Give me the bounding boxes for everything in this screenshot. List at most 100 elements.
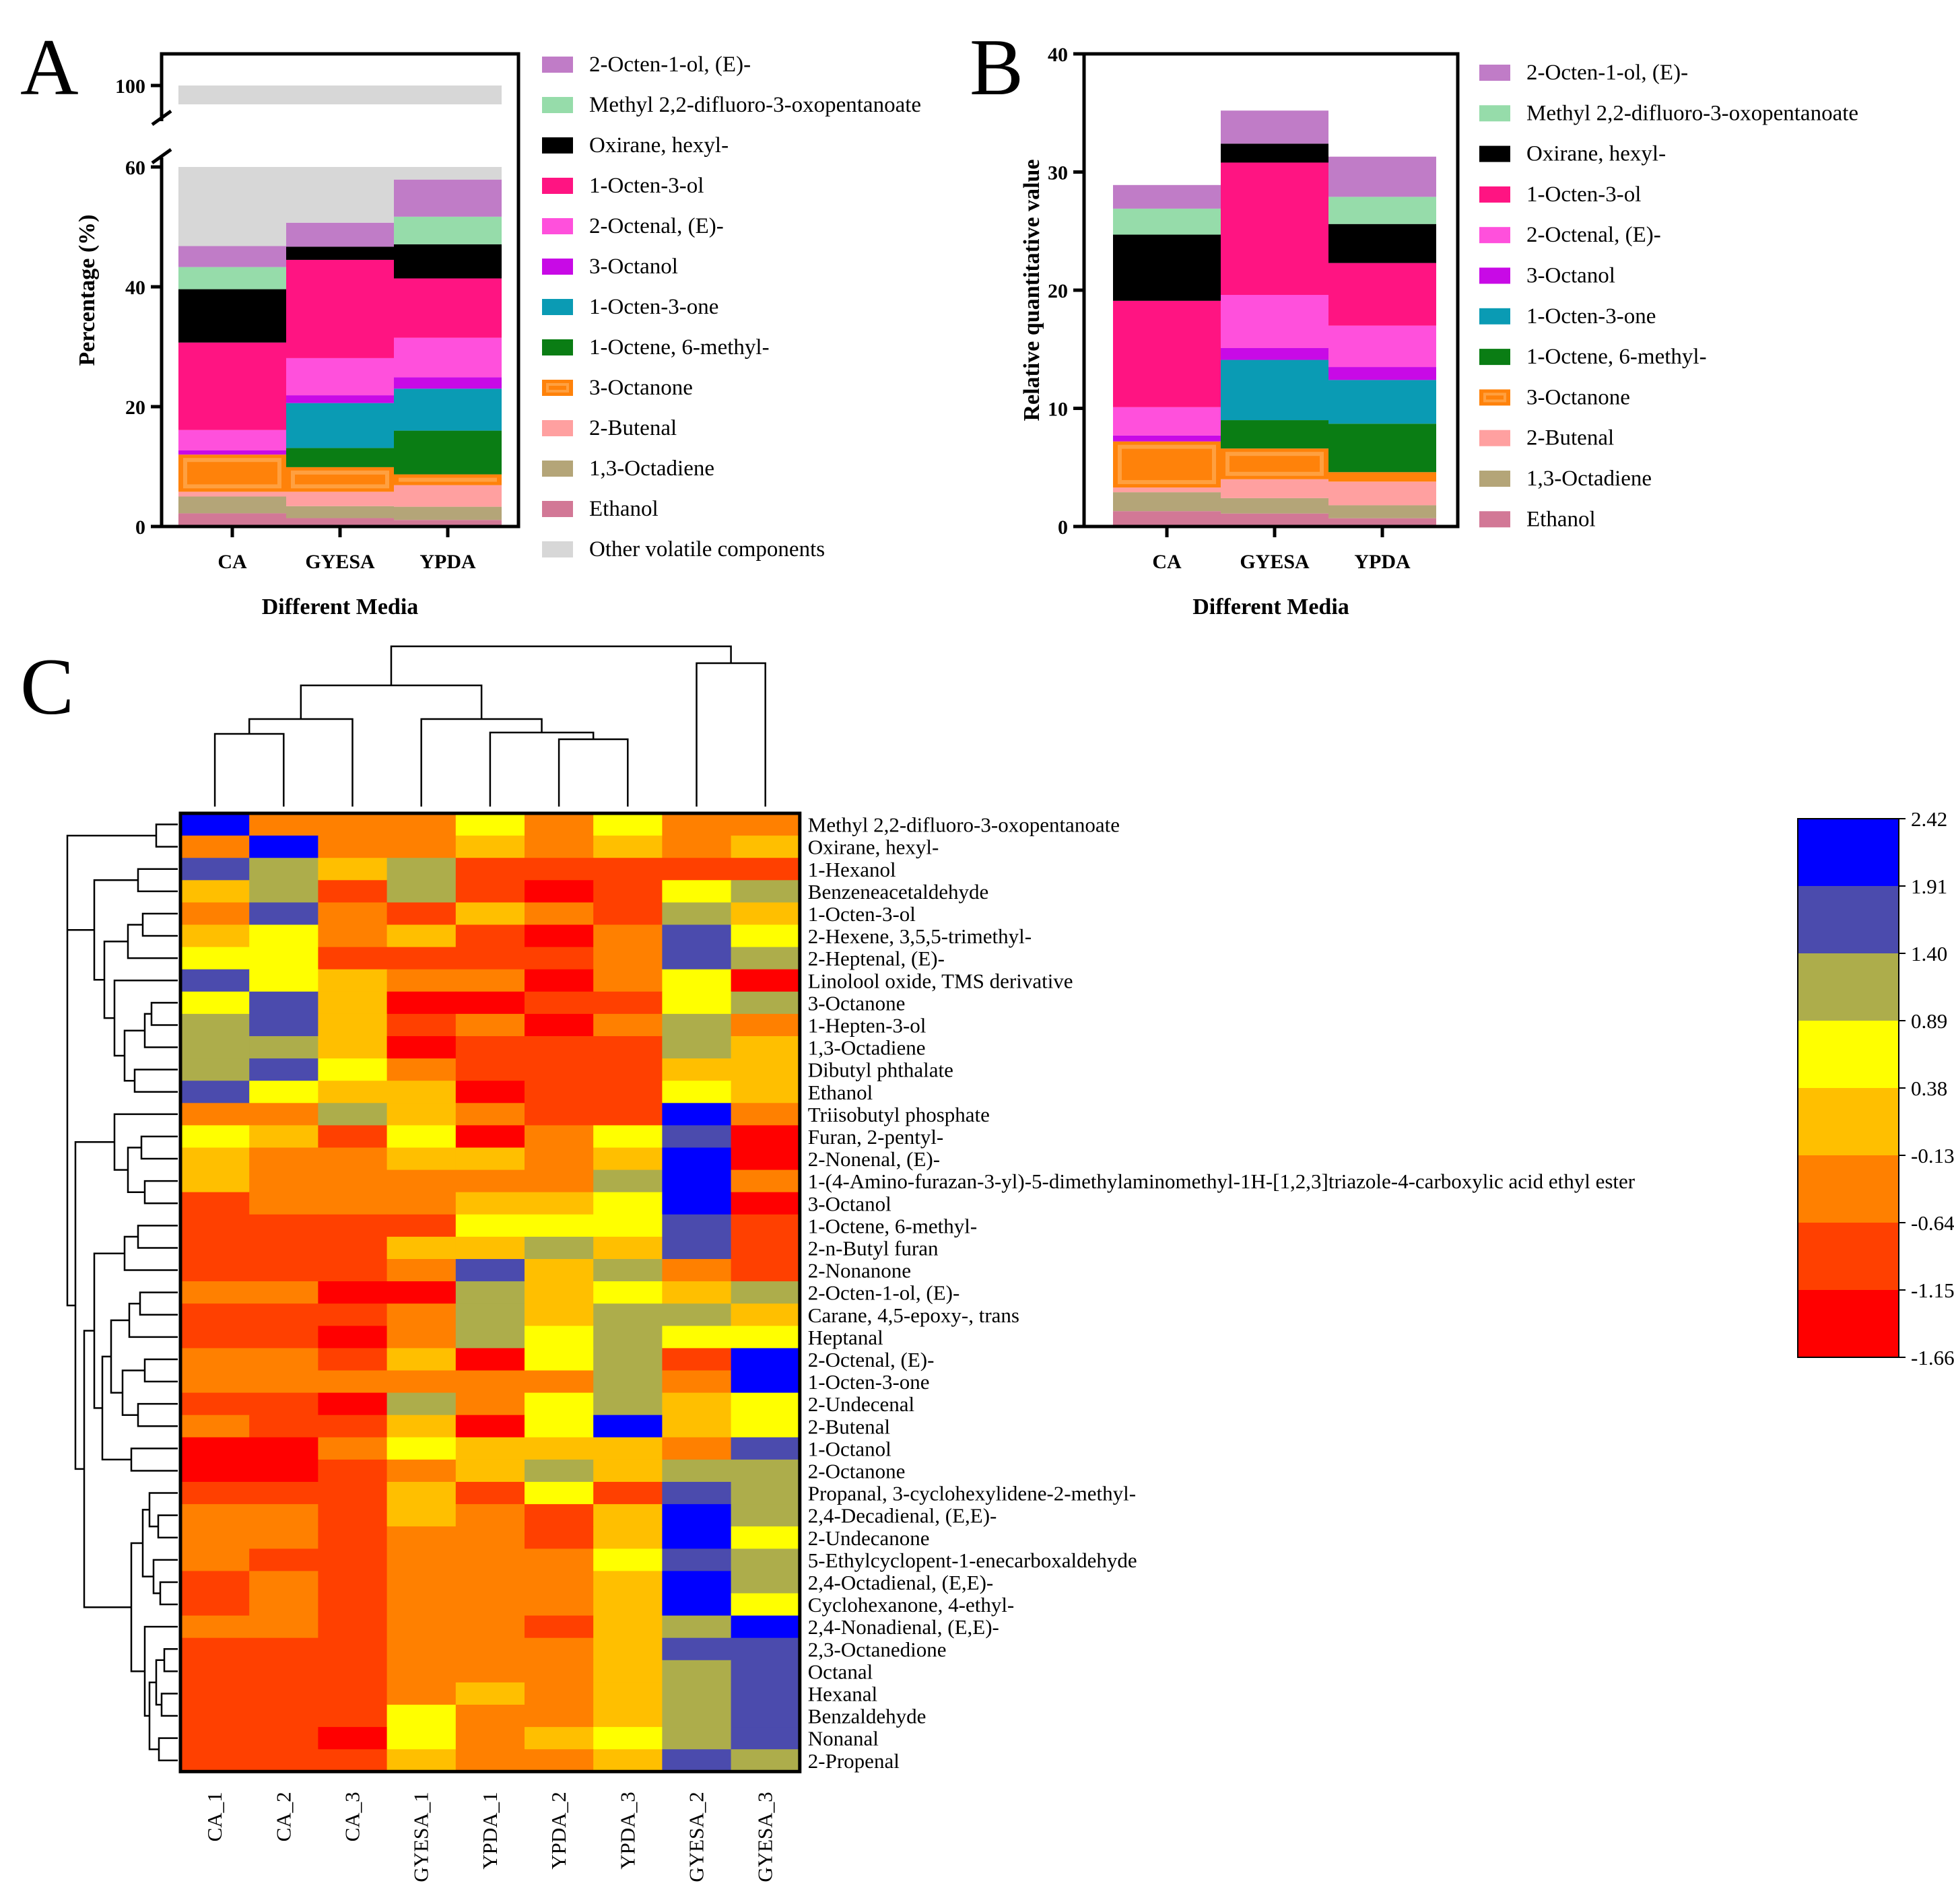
heatmap-cell (386, 1526, 457, 1549)
heatmap-cell (318, 1637, 388, 1661)
heatmap-cell (386, 1147, 457, 1171)
heatmap-cell (180, 1259, 250, 1282)
bar-segment (394, 377, 502, 389)
row-label: 5-Ethylcyclopent-1-enecarboxaldehyde (808, 1549, 1137, 1572)
heatmap-cell (662, 991, 732, 1015)
heatmap-cell (455, 947, 525, 970)
heatmap-cell (525, 1660, 594, 1683)
row-label: 2-Butenal (808, 1415, 890, 1438)
heatmap-cell (318, 1103, 388, 1126)
heatmap-cell (180, 1549, 250, 1571)
bar-segment-outline (291, 470, 389, 489)
bar-segment (1328, 518, 1436, 526)
heatmap-cell (593, 1103, 663, 1126)
heatmap-cell (455, 1169, 525, 1193)
heatmap-cell (318, 1593, 388, 1617)
legend-swatch-methyl-2-2-difluoro-3-oxopentanoate (542, 97, 573, 113)
heatmap-cell (593, 1192, 663, 1215)
heatmap-cell (318, 1526, 388, 1549)
bar-segment (394, 216, 502, 244)
bar-segment (286, 246, 394, 260)
heatmap-cell (180, 969, 250, 992)
heatmap-cell (731, 1682, 801, 1705)
row-label: Carane, 4,5-epoxy-, trans (808, 1303, 1019, 1327)
heatmap-cell (593, 1326, 663, 1349)
heatmap-cell (662, 1192, 732, 1215)
heatmap-cell (386, 1705, 457, 1728)
y-tick-label: 10 (1048, 399, 1068, 421)
heatmap-cell (662, 969, 732, 992)
y-tick-label: 60 (125, 157, 145, 179)
heatmap-cell (386, 836, 457, 858)
heatmap-cell (180, 1727, 250, 1750)
legend-swatch-oxirane-hexyl (542, 137, 573, 154)
heatmap-cell (525, 1058, 594, 1081)
heatmap-cell (455, 1660, 525, 1683)
heatmap-cell (318, 1415, 388, 1438)
heatmap-cell (318, 1281, 388, 1304)
x-tick-label: GYESA (1240, 551, 1310, 573)
heatmap-cell (525, 1571, 594, 1594)
heatmap-cell (593, 1214, 663, 1237)
legend-label-1-octen-3-ol: 1-Octen-3-ol (589, 174, 704, 198)
heatmap-cell (180, 1348, 250, 1371)
bar-segment (1328, 325, 1436, 368)
heatmap-cell (386, 813, 457, 836)
heatmap-cell (455, 902, 525, 926)
heatmap-cell (249, 1081, 318, 1103)
row-label: 2-Octen-1-ol, (E)- (808, 1281, 960, 1305)
heatmap-cell (525, 1615, 594, 1639)
heatmap-cell (731, 1549, 801, 1571)
heatmap-cell (249, 1571, 318, 1594)
colorbar-tick-label: -0.13 (1911, 1144, 1954, 1167)
heatmap-cell (386, 1013, 457, 1037)
bar-segment (1113, 208, 1221, 235)
heatmap-cell (593, 813, 663, 836)
heatmap-cell (180, 1571, 250, 1594)
heatmap-cell (525, 1392, 594, 1416)
legend-label-2-octenal-e: 2-Octenal, (E)- (589, 214, 724, 238)
heatmap-cell (731, 991, 801, 1015)
column-dendrogram (213, 645, 766, 807)
heatmap-cell (386, 1259, 457, 1282)
row-dendrogram (66, 823, 178, 1761)
bar-segment (394, 388, 502, 431)
heatmap-cell (731, 1392, 801, 1416)
bar-segment (394, 337, 502, 378)
x-tick-label: GYESA (305, 551, 375, 573)
heatmap-cell (318, 1615, 388, 1639)
legend-swatch-1-octen-3-ol (1479, 186, 1510, 203)
column-label: CA_3 (341, 1792, 364, 1841)
legend-swatch-other-volatile-components (542, 541, 573, 557)
heatmap-cell (318, 1705, 388, 1728)
heatmap-cell (386, 1549, 457, 1571)
heatmap-cell (731, 947, 801, 970)
legend-label-3-octanol: 3-Octanol (589, 254, 678, 279)
bar-segment (394, 520, 502, 526)
heatmap-cell (455, 1593, 525, 1617)
heatmap-cell (180, 1326, 250, 1349)
legend-swatch-outline (1483, 393, 1506, 403)
heatmap-cell (731, 902, 801, 926)
row-label: 2-Propenal (808, 1749, 900, 1773)
heatmap-cell (318, 858, 388, 881)
heatmap-cell (525, 1749, 594, 1772)
heatmap-cell (525, 1192, 594, 1215)
row-label: 2-n-Butyl furan (808, 1236, 939, 1260)
row-label: 1-Octene, 6-methyl- (808, 1214, 977, 1237)
heatmap-cell (386, 1615, 457, 1639)
legend-label-methyl-2-2-difluoro-3-oxopentanoate: Methyl 2,2-difluoro-3-oxopentanoate (589, 93, 921, 117)
heatmap-cell (386, 902, 457, 926)
legend-swatch-oxirane-hexyl (1479, 145, 1510, 162)
heatmap-cell (731, 1214, 801, 1237)
heatmap-cell (662, 813, 732, 836)
legend-label-2-octenal-e: 2-Octenal, (E)- (1526, 223, 1661, 247)
heatmap-cell (731, 1326, 801, 1349)
heatmap-cell (318, 1459, 388, 1483)
heatmap-cell (386, 1749, 457, 1772)
row-label: 2,4-Octadienal, (E,E)- (808, 1571, 993, 1594)
heatmap-cell (180, 813, 250, 836)
heatmap-cell (386, 969, 457, 992)
bar-segment (1221, 420, 1328, 449)
bar-segment (1221, 347, 1328, 360)
